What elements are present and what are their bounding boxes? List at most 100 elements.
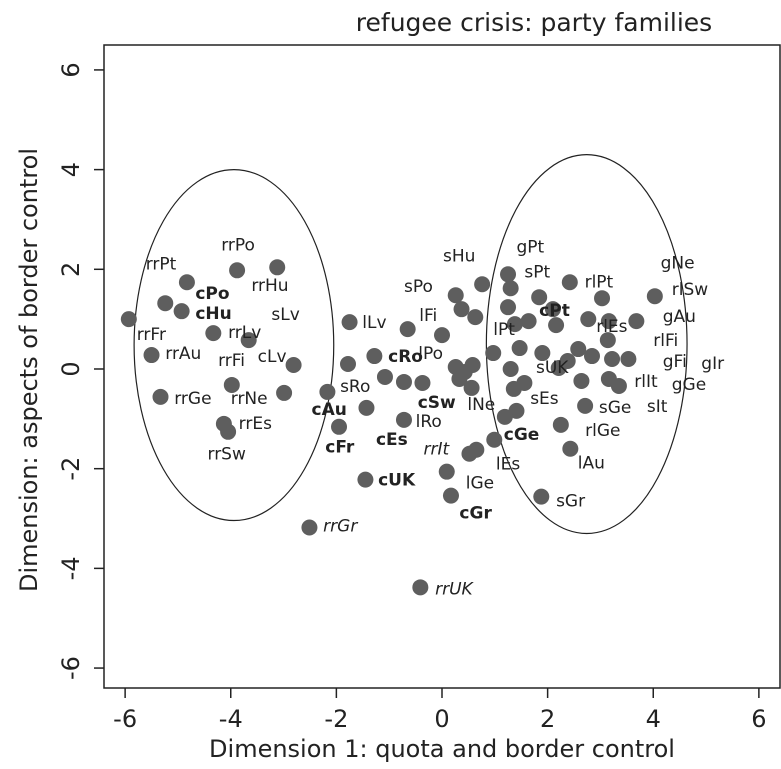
- point: [599, 332, 616, 349]
- point: [447, 287, 464, 304]
- point: [500, 266, 517, 283]
- x-tick-label: 0: [434, 705, 449, 733]
- point: [399, 321, 416, 338]
- y-tick-label: 0: [57, 361, 85, 376]
- point: [610, 377, 627, 394]
- point: [229, 262, 246, 279]
- x-tick-label: -4: [219, 705, 243, 733]
- point: [376, 368, 393, 385]
- point: [442, 487, 459, 504]
- point: [285, 357, 302, 374]
- point-label: lNe: [467, 395, 495, 415]
- point-label: sGr: [556, 492, 585, 512]
- x-tick-label: 2: [540, 705, 555, 733]
- point-label: rrUK: [435, 579, 474, 599]
- point-label: rlFi: [653, 331, 678, 351]
- point: [573, 372, 590, 389]
- point-label: cRo: [388, 347, 423, 367]
- point: [341, 314, 358, 331]
- point: [223, 376, 240, 393]
- point-label: lAu: [578, 454, 605, 474]
- point-label: sGe: [599, 398, 632, 418]
- point: [434, 327, 450, 344]
- point-label: sRo: [340, 377, 370, 397]
- y-tick-label: 4: [57, 162, 85, 177]
- x-tick-label: 6: [751, 705, 766, 733]
- point: [502, 280, 519, 297]
- point: [220, 423, 237, 440]
- point: [438, 463, 455, 480]
- point-label: rrEs: [239, 414, 272, 434]
- point-label: sLv: [271, 305, 299, 325]
- y-tick-label: -2: [57, 457, 85, 481]
- point: [173, 303, 190, 320]
- point-label: cHu: [195, 304, 231, 324]
- point: [463, 379, 480, 396]
- point: [516, 374, 533, 391]
- point: [531, 289, 548, 306]
- point-label: lFi: [419, 306, 437, 326]
- point-label: rrGe: [174, 389, 211, 409]
- point: [157, 295, 174, 312]
- point: [358, 399, 375, 416]
- point-label: lRo: [416, 412, 442, 432]
- point: [544, 301, 561, 318]
- point: [570, 341, 587, 358]
- point: [486, 431, 503, 448]
- point: [594, 290, 611, 307]
- point: [453, 301, 470, 318]
- point: [366, 348, 383, 365]
- point: [600, 313, 617, 330]
- point: [269, 259, 286, 276]
- point-label: cSw: [418, 393, 456, 413]
- point: [357, 471, 374, 488]
- point-label: rrLv: [228, 323, 261, 343]
- point-label: cPo: [195, 284, 229, 304]
- point-label: rrSw: [208, 445, 246, 465]
- x-tick-label: -2: [324, 705, 348, 733]
- point-label: rrIt: [424, 440, 451, 460]
- point-label: rrGr: [323, 517, 358, 537]
- point-label: cEs: [376, 430, 408, 450]
- point: [120, 311, 137, 328]
- point-label: rrPt: [146, 254, 177, 274]
- cluster-ellipse: [485, 154, 688, 535]
- point: [580, 311, 597, 328]
- point-label: rrNe: [231, 389, 268, 409]
- point: [533, 488, 550, 505]
- point: [301, 519, 318, 536]
- point: [520, 313, 537, 330]
- point: [319, 383, 336, 400]
- point-label: lEs: [496, 455, 520, 475]
- point: [496, 408, 513, 425]
- point: [461, 445, 478, 462]
- point-label: rlGe: [585, 421, 620, 441]
- point: [339, 356, 356, 373]
- x-tick-label: -6: [113, 705, 137, 733]
- point-label: cPt: [539, 301, 570, 321]
- point-label: gIr: [701, 354, 724, 374]
- point-label: cLv: [258, 347, 287, 367]
- point: [552, 416, 569, 433]
- point-label: rrPo: [221, 235, 255, 255]
- point: [451, 370, 468, 387]
- point: [534, 345, 551, 362]
- point-label: gFi: [663, 352, 687, 372]
- point-label: cFr: [325, 438, 355, 458]
- point: [628, 313, 645, 330]
- point-label: rlIt: [634, 372, 658, 392]
- point-label: rrAu: [165, 344, 201, 364]
- point: [412, 579, 429, 596]
- point: [548, 317, 565, 334]
- point-label: rrFi: [218, 351, 245, 371]
- point: [467, 309, 484, 326]
- point: [604, 351, 621, 368]
- point: [205, 325, 222, 342]
- y-tick-label: -6: [57, 656, 85, 680]
- point: [562, 440, 579, 457]
- point: [620, 351, 637, 368]
- point-label: lPt: [493, 320, 515, 340]
- point-label: sIt: [647, 397, 668, 417]
- point: [511, 340, 528, 357]
